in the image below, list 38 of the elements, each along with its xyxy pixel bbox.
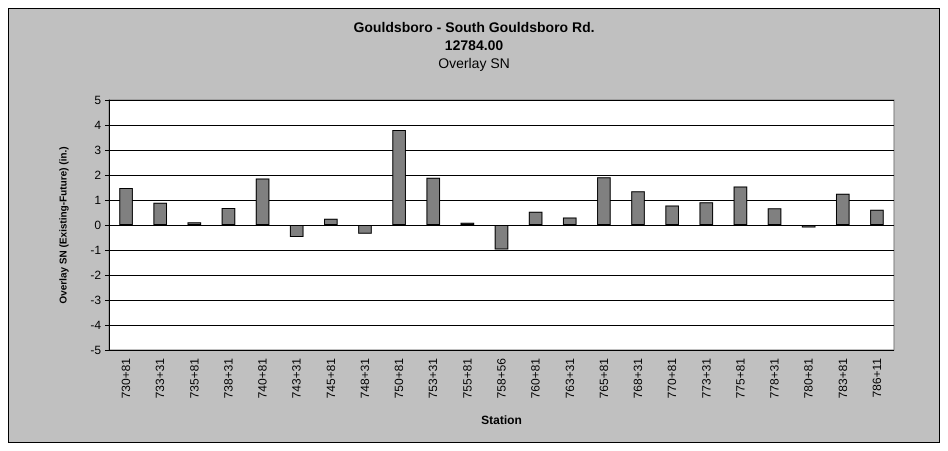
x-tick-label: 750+81 xyxy=(392,358,406,398)
y-tick-label: -3 xyxy=(90,293,102,307)
x-tick-label: 745+81 xyxy=(324,358,338,398)
x-tick-label: 735+81 xyxy=(187,358,202,398)
y-tick-label: 0 xyxy=(94,218,102,232)
x-tick-label: 770+81 xyxy=(665,358,680,398)
y-tick-label: 2 xyxy=(94,168,102,182)
y-tick-label: -2 xyxy=(90,268,102,282)
x-tick-label: 753+31 xyxy=(426,358,440,398)
x-tick-label: 730+81 xyxy=(119,358,134,398)
x-tick-label: 783+81 xyxy=(836,358,850,398)
y-tick-label: -4 xyxy=(90,318,102,332)
y-tick-label: 4 xyxy=(94,118,102,132)
y-tick-label: 5 xyxy=(94,93,102,107)
x-tick-label: 743+31 xyxy=(290,358,304,398)
y-tick-label: -1 xyxy=(90,243,102,257)
x-tick-label: 765+81 xyxy=(596,358,611,398)
x-tick-label: 758+56 xyxy=(494,358,508,398)
x-tick-label: 786+11 xyxy=(870,358,884,398)
x-tick-label: 763+31 xyxy=(562,358,577,398)
y-tick-label: 1 xyxy=(94,193,102,207)
x-tick-label: 738+31 xyxy=(221,358,236,398)
x-tick-label: 775+81 xyxy=(733,358,748,398)
chart-title: Gouldsboro - South Gouldsboro Rd. 12784.00 xyxy=(353,19,595,53)
x-tick-label: 748+31 xyxy=(358,358,372,398)
x-tick-label: 740+81 xyxy=(256,358,270,398)
x-tick-label: 778+31 xyxy=(768,358,782,398)
x-tick-label: 768+31 xyxy=(631,358,646,398)
x-tick-label: 733+31 xyxy=(153,358,168,398)
x-tick-label: 773+31 xyxy=(699,358,714,398)
x-tick-label: 755+81 xyxy=(460,358,474,398)
x-tick-label: 760+81 xyxy=(528,358,543,398)
x-axis-title: Station xyxy=(481,413,522,427)
y-tick-label: 3 xyxy=(94,143,102,157)
chart-subtitle: Overlay SN xyxy=(438,55,510,71)
y-axis-title: Overlay SN (Existing-Future) (in.) xyxy=(58,146,70,304)
y-tick-label: -5 xyxy=(90,343,102,357)
x-tick-label: 780+81 xyxy=(802,358,816,398)
